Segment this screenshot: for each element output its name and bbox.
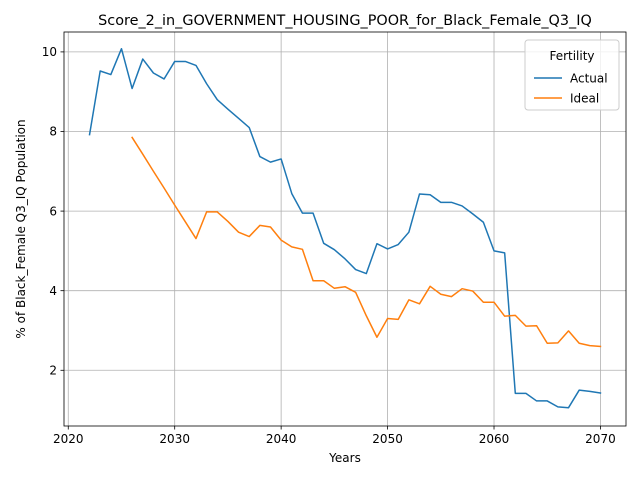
legend-box xyxy=(524,39,620,111)
plot-area xyxy=(63,31,627,427)
y-tick-label: 8 xyxy=(49,125,57,139)
chart-title: Score_2_in_GOVERNMENT_HOUSING_POOR_for_B… xyxy=(98,13,592,29)
legend: Fertility Actual Ideal xyxy=(524,39,620,111)
x-tick-label: 2060 xyxy=(479,432,510,446)
series-line-actual xyxy=(88,47,602,409)
legend-label-ideal: Ideal xyxy=(570,91,599,105)
x-axis-label: Years xyxy=(328,451,361,465)
series-line-ideal xyxy=(131,136,602,348)
x-tick-label: 2050 xyxy=(372,432,403,446)
legend-title: Fertility xyxy=(549,49,594,63)
legend-label-actual: Actual xyxy=(570,71,608,85)
x-tick-label: 2040 xyxy=(266,432,297,446)
x-tick-label: 2070 xyxy=(585,432,616,446)
y-axis-label: % of Black_Female Q3_IQ Population xyxy=(14,119,28,338)
y-tick-label: 10 xyxy=(42,45,57,59)
y-tick-label: 2 xyxy=(49,363,57,377)
x-tick-label: 2030 xyxy=(159,432,190,446)
y-tick-label: 6 xyxy=(49,204,57,218)
y-tick-label: 4 xyxy=(49,284,57,298)
x-tick-label: 2020 xyxy=(53,432,84,446)
